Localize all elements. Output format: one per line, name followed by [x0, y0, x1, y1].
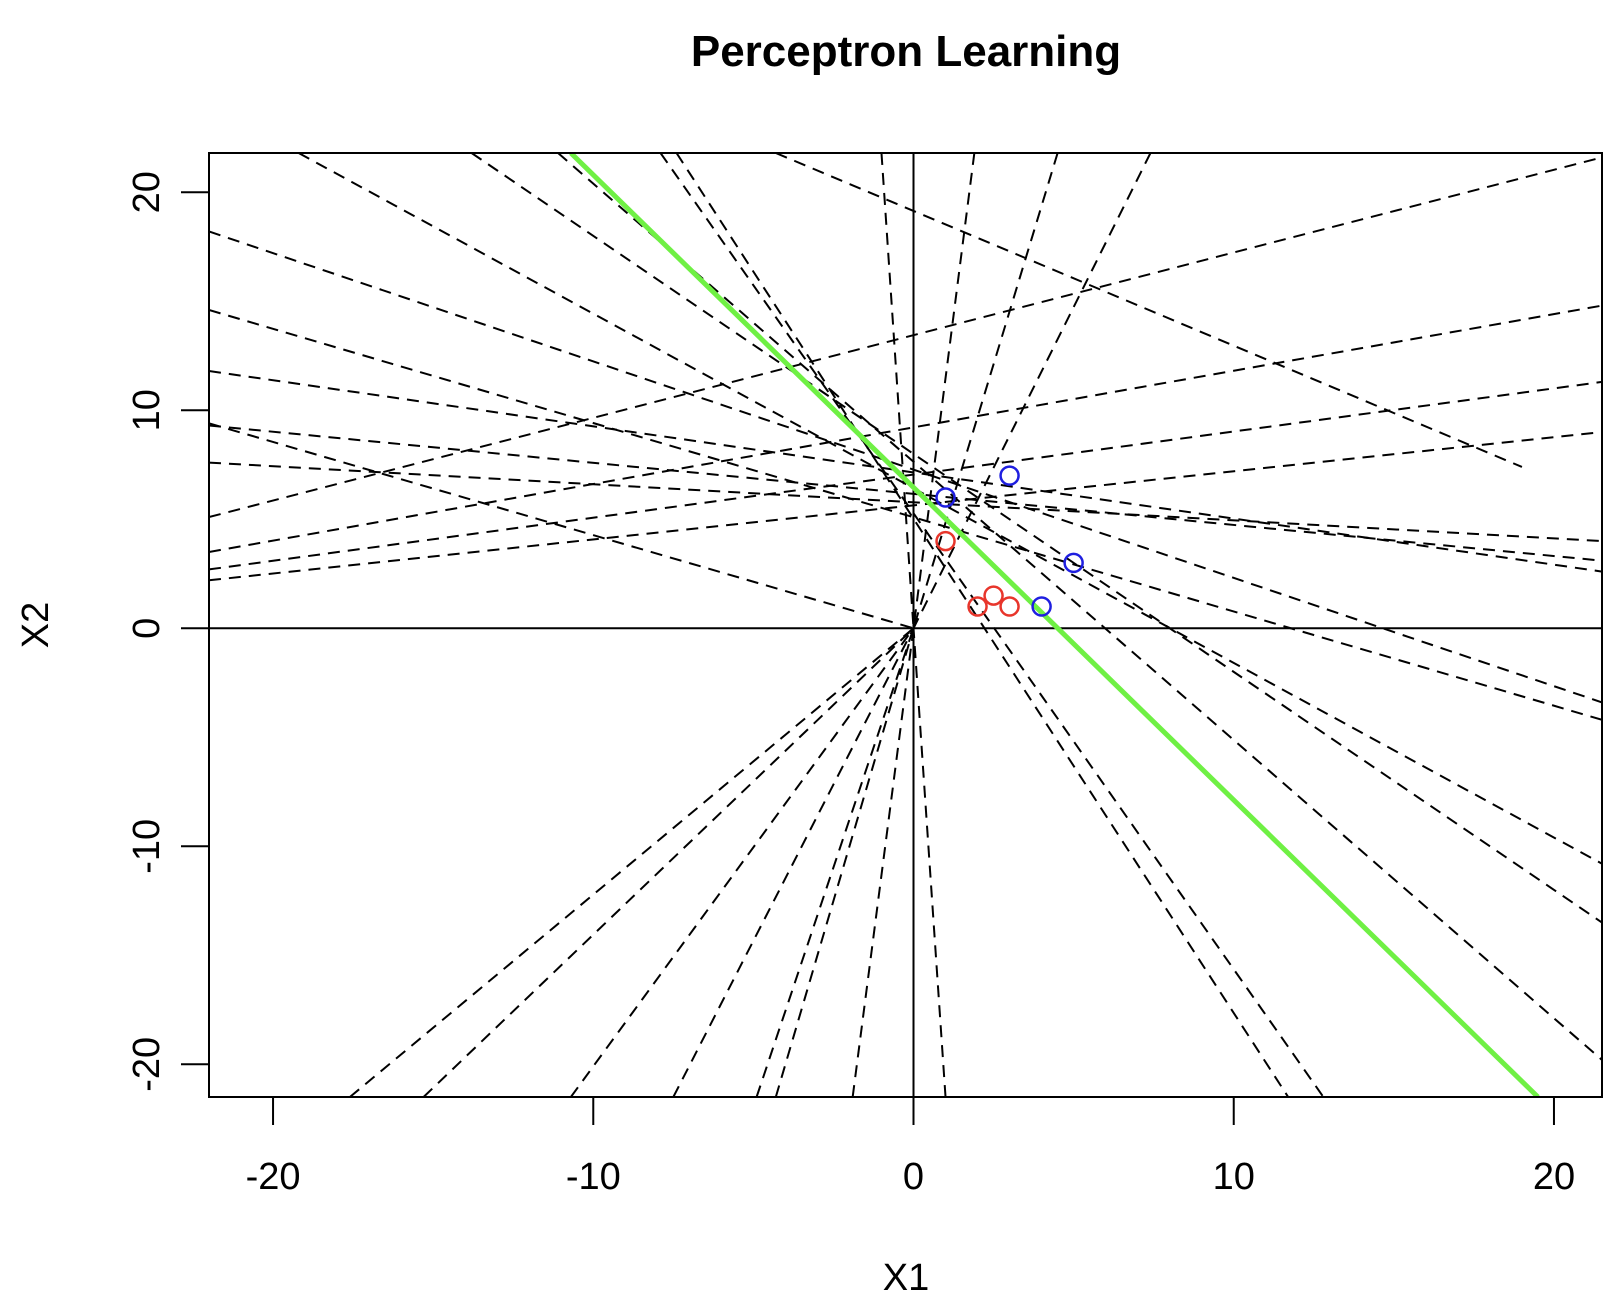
iteration-line: [912, 153, 1059, 629]
iteration-line: [557, 153, 1602, 1061]
iteration-line: [209, 304, 1602, 553]
iteration-line: [209, 230, 1602, 704]
iteration-line: [851, 628, 915, 1097]
data-point-red: [983, 585, 1004, 606]
y-tick-label: -20: [126, 1037, 168, 1092]
iteration-line: [755, 627, 915, 1097]
x-axis-label: X1: [883, 1257, 929, 1298]
iteration-line: [209, 461, 1602, 543]
data-point-blue: [1031, 596, 1052, 617]
iteration-line: [570, 627, 915, 1097]
x-tick-label: 10: [1213, 1156, 1255, 1198]
final-boundary-line: [569, 153, 1540, 1097]
iteration-line: [880, 153, 915, 629]
x-tick-label: 20: [1533, 1156, 1575, 1198]
final-decision-boundary: [569, 153, 1540, 1097]
iteration-line: [471, 153, 1602, 924]
x-axis: -20 -10 0 10 20: [246, 1096, 1575, 1198]
iteration-line: [912, 628, 947, 1097]
iteration-line: [298, 153, 1602, 865]
iteration-line: [912, 153, 1152, 629]
chart-title: Perceptron Learning: [691, 27, 1121, 76]
iteration-lines: [209, 153, 1602, 1097]
data-point-red: [967, 596, 988, 617]
iteration-line: [675, 153, 1290, 1097]
y-axis: -20 -10 0 10 20: [126, 171, 210, 1092]
iteration-line: [209, 309, 1602, 721]
iteration-line: [422, 627, 915, 1097]
iteration-line: [209, 156, 1602, 519]
y-axis-label: X2: [15, 602, 57, 648]
data-point-blue: [935, 487, 956, 508]
x-tick-label: -10: [566, 1156, 621, 1198]
data-points: [935, 465, 1084, 617]
iteration-line: [209, 424, 1602, 562]
data-point-red: [935, 530, 956, 552]
y-tick-label: 10: [126, 389, 168, 431]
x-tick-label: -20: [246, 1156, 301, 1198]
iteration-line: [659, 153, 1325, 1097]
x-tick-label: 0: [903, 1156, 924, 1198]
data-point-blue: [999, 465, 1020, 486]
y-tick-label: 0: [126, 618, 168, 639]
iteration-line: [209, 370, 1602, 573]
iteration-line: [775, 153, 1523, 468]
iteration-line: [672, 627, 915, 1097]
data-point-blue: [1063, 552, 1084, 574]
y-tick-label: 20: [126, 171, 168, 213]
data-point-red: [999, 596, 1020, 617]
iteration-line: [209, 380, 1602, 571]
iteration-line: [209, 422, 914, 630]
iteration-line: [349, 627, 915, 1097]
y-tick-label: -10: [126, 819, 168, 874]
iteration-line: [774, 627, 915, 1097]
reference-lines: [209, 153, 1602, 1097]
